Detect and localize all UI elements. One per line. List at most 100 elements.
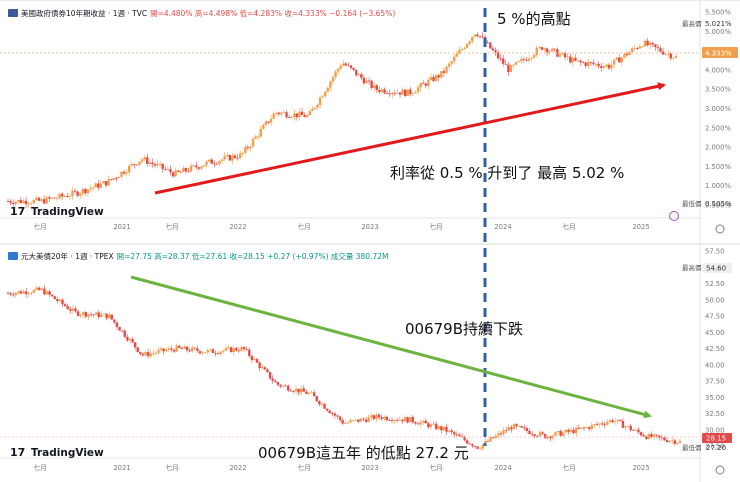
candle-body <box>507 427 510 431</box>
y-tick-label: 2.000% <box>705 144 731 152</box>
candle-body <box>245 348 248 350</box>
candle-body <box>313 107 317 109</box>
candle-body <box>30 292 33 294</box>
candle-body <box>409 89 412 95</box>
candle-body <box>128 339 132 341</box>
candle-body <box>342 63 345 66</box>
candle-body <box>385 93 389 94</box>
candle-body <box>35 287 38 290</box>
candle-body <box>674 56 678 58</box>
candle-body <box>587 427 591 429</box>
candle-body <box>652 434 656 438</box>
candle-body <box>553 48 556 50</box>
candle-body <box>229 347 233 353</box>
candle-body <box>612 59 616 65</box>
candle-body <box>661 51 665 55</box>
candle-body <box>242 346 246 349</box>
candle-body <box>566 56 569 58</box>
candle-body <box>421 420 425 423</box>
settings-gear-icon[interactable] <box>715 224 725 234</box>
candle-body <box>398 92 402 95</box>
y-tick-label: 3.500% <box>705 86 731 94</box>
candle-body <box>290 117 293 118</box>
candle-body <box>362 77 366 84</box>
candle-body <box>197 167 201 169</box>
candle-body <box>563 53 567 58</box>
candle-body <box>216 353 220 355</box>
candle-body <box>548 51 551 53</box>
candle-body <box>589 62 593 63</box>
candle-body <box>249 146 252 149</box>
candle-body <box>517 426 521 427</box>
candle-body <box>73 190 77 192</box>
candle-body <box>414 422 417 424</box>
candle-body <box>279 384 282 387</box>
candle-body <box>349 65 353 68</box>
candle-body <box>184 168 188 172</box>
candle-body <box>200 166 203 169</box>
candle-body <box>494 50 497 53</box>
candle-body <box>437 426 440 430</box>
candle-body <box>512 424 516 430</box>
candle-body <box>452 56 456 62</box>
candle-body <box>187 171 190 172</box>
candle-body <box>359 418 363 422</box>
candle-body <box>445 426 448 432</box>
candle-body <box>299 388 303 393</box>
y-tick-label: 2.500% <box>705 124 731 132</box>
candle-body <box>476 34 479 37</box>
candle-body <box>525 428 529 431</box>
candle-body <box>489 42 492 49</box>
candle-body <box>95 312 98 315</box>
candle-body <box>285 112 288 118</box>
candle-body <box>567 429 570 432</box>
candle-body <box>118 327 121 331</box>
x-tick-label: 七月 <box>562 463 576 472</box>
candle-body <box>224 347 228 351</box>
candle-body <box>130 163 133 166</box>
bottom-symbol-header[interactable]: 元大美債20年 · 1週 · TPEX 開=27.75 高=28.37 低=27… <box>8 249 388 263</box>
candle-body <box>213 163 216 165</box>
candle-body <box>136 347 139 353</box>
candle-body <box>264 121 268 125</box>
candle-body <box>32 289 36 293</box>
candle-body <box>6 293 10 295</box>
candle-body <box>272 113 275 119</box>
candle-body <box>218 161 221 164</box>
candle-body <box>351 420 355 421</box>
candle-body <box>210 159 213 164</box>
event-marker-icon[interactable] <box>669 211 679 221</box>
candle-body <box>9 201 12 203</box>
settings-gear-icon[interactable] <box>715 465 725 475</box>
candle-body <box>388 420 391 421</box>
bottom-last-value: 28.15 <box>706 435 726 443</box>
candle-body <box>206 350 209 353</box>
candle-body <box>102 313 106 315</box>
candle-body <box>69 309 72 311</box>
candle-body <box>538 432 542 437</box>
candle-body <box>169 169 172 173</box>
top-symbol-header[interactable]: 美國政府債券10年期收益 · 1週 · TVC 開=4.480% 高=4.498… <box>8 6 395 20</box>
annotation-low: 00679B這五年 的低點 27.2 元 <box>258 444 469 462</box>
candle-body <box>564 429 568 433</box>
x-tick-label: 2023 <box>361 223 378 231</box>
candle-body <box>651 42 654 45</box>
candle-body <box>393 419 396 422</box>
candle-body <box>48 197 51 199</box>
candle-body <box>276 381 280 385</box>
candle-body <box>391 92 394 95</box>
candle-body <box>139 352 142 354</box>
candle-body <box>344 63 348 66</box>
x-tick-label: 2022 <box>229 223 246 231</box>
candle-body <box>71 308 75 311</box>
candle-body <box>231 155 234 161</box>
candle-body <box>180 347 184 349</box>
candle-body <box>642 435 645 437</box>
candle-body <box>523 427 526 429</box>
candle-body <box>141 353 145 356</box>
candle-body <box>556 431 560 433</box>
candle-body <box>576 60 580 62</box>
candle-body <box>442 426 446 431</box>
candle-body <box>76 191 79 196</box>
candle-body <box>577 427 581 429</box>
